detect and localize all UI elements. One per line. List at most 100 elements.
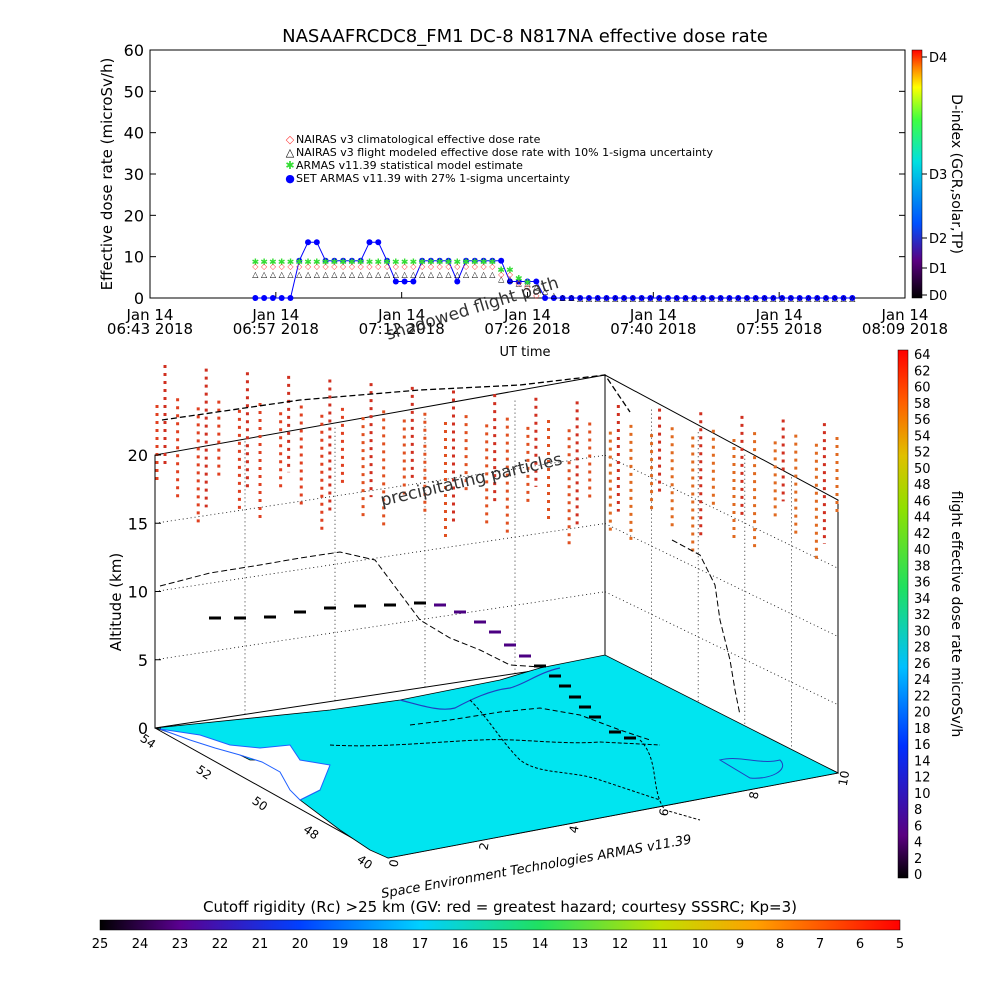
series-point-nairas-flight: △ [358,270,365,279]
dose-tick-label: 46 [914,494,931,509]
dindex-colorbar-label: D-index (GCR,solar,TP) [948,94,964,254]
series-point-nairas-flight: △ [498,274,505,283]
dindex-tick-label: D4 [929,51,947,66]
series-point-nairas-flight: △ [639,294,646,303]
series-point-set-armas [340,257,347,264]
series-point-nairas-clim: ◇ [366,262,373,271]
wall-gridline-left [154,591,606,661]
series-point-nairas-flight: △ [542,287,549,296]
series-point-nairas-flight: △ [770,294,777,303]
series-point-set-armas [454,278,461,285]
series-point-set-armas [313,239,320,246]
series-point-set-armas [629,295,636,301]
series-point-set-armas [261,295,268,301]
series-point-nairas-flight: △ [489,270,496,279]
series-point-set-armas [585,295,592,301]
series-point-nairas-flight: △ [366,270,373,279]
series-point-nairas-flight: △ [349,270,356,279]
series-point-set-armas [384,257,391,264]
map-land-white [159,728,331,801]
series-point-nairas-clim: ◇ [419,262,426,271]
dose-tick-label: 60 [914,381,931,396]
timeseries-y-tick-label: 40 [124,124,144,143]
series-point-nairas-clim: ◇ [358,262,365,271]
dose-tick-label: 20 [914,706,931,721]
dose-tick-label: 26 [914,657,931,672]
series-point-nairas-clim: ◇ [481,262,488,271]
dindex-tick-label: D2 [929,232,947,247]
timeseries-y-tick-label: 60 [124,41,144,60]
series-point-nairas-flight: △ [840,294,847,303]
dose-tick-label: 58 [914,397,931,412]
rc-tick-label: 13 [572,937,589,952]
series-point-armas-stat: ✱ [410,258,418,268]
dose-colorbar-label: flight effective dose rate microSv/h [948,491,964,737]
flight-path-wall-projection-right [671,539,741,716]
series-point-nairas-flight: △ [314,270,321,279]
series-point-armas-stat: ✱ [278,258,286,268]
series-point-nairas-flight: △ [612,294,619,303]
rc-tick-label: 11 [652,937,669,952]
series-point-nairas-flight: △ [445,270,452,279]
series-point-armas-stat: ✱ [304,258,312,268]
dose-tick-label: 38 [914,559,931,574]
dose-colorbar: 6462605856545250484644424038363432302826… [897,348,964,883]
series-point-set-armas [594,295,601,301]
series-point-nairas-flight: △ [656,294,663,303]
series-point-set-armas [401,278,408,285]
timeseries-x-tick-time: 07:26 2018 [484,320,570,338]
dose-tick-label: 34 [914,592,931,607]
series-point-set-armas [480,257,487,264]
series-point-nairas-clim: ◇ [261,262,268,271]
dose-tick-label: 62 [914,364,931,379]
timeseries-x-tick-time: 06:43 2018 [107,320,193,338]
series-point-set-armas [357,257,364,264]
rc-tick-label: 8 [776,937,784,952]
map-border-3 [639,739,701,821]
series-point-nairas-flight: △ [577,294,584,303]
series-point-nairas-flight: △ [551,291,558,300]
series-point-set-armas [568,295,575,301]
series-point-armas-stat: ✱ [462,258,470,268]
rc-tick-label: 6 [856,937,864,952]
dose-colorbar-ramp [897,349,909,879]
rc-tick-label: 17 [412,937,429,952]
series-point-set-armas [427,257,434,264]
series-point-set-armas [252,295,259,301]
series-point-set-armas [814,295,821,301]
dose-tick-label: 48 [914,478,931,493]
series-point-nairas-flight: △ [779,294,786,303]
series-point-set-armas [700,295,707,301]
rc-tick-label: 14 [532,937,549,952]
rc-tick-label: 20 [292,937,309,952]
series-point-armas-stat: ✱ [383,258,391,268]
dose-tick-label: 16 [914,738,931,753]
flight-path-3d [209,601,636,740]
wall-grid [154,400,839,751]
rc-tick-label: 24 [132,937,149,952]
series-point-set-armas [708,295,715,301]
series-point-nairas-flight: △ [516,278,523,287]
series-point-armas-stat: ✱ [269,258,277,268]
flight-path-ground-track [409,707,651,741]
timeseries-y-tick-label: 10 [124,248,144,267]
series-point-set-armas [524,278,531,285]
rc-colorbar-ramp [99,919,901,931]
longitude-tick-label: 6 [657,807,672,817]
series-point-set-armas [515,278,522,285]
series-point-nairas-flight: △ [375,270,382,279]
timeseries-y-ticks: 0 10 20 30 40 50 60 [124,41,905,308]
series-point-nairas-clim: ◇ [252,262,259,271]
longitude-axis-ticks: 0 2 4 6 8 10 [387,770,853,869]
dose-tick-label: 24 [914,673,931,688]
series-point-nairas-clim: ◇ [340,262,347,271]
series-point-nairas-flight: △ [384,270,391,279]
series-point-set-armas [691,295,698,301]
legend-marker: ✱ [285,159,294,172]
series-point-armas-stat: ✱ [436,258,444,268]
series-point-nairas-flight: △ [533,283,540,292]
dindex-tick-label: D0 [929,289,947,304]
series-point-nairas-flight: △ [287,270,294,279]
rc-tick-label: 25 [92,937,109,952]
series-point-set-armas [656,295,663,301]
